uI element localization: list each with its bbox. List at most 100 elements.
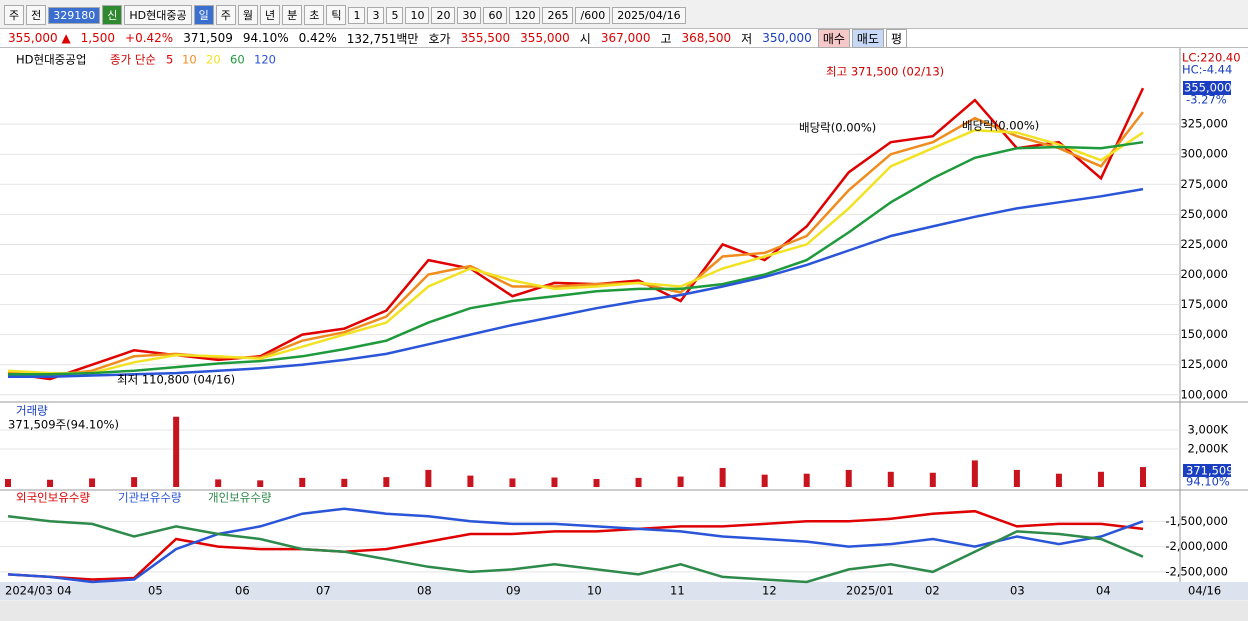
side-label: 355,000 — [1184, 81, 1232, 95]
y-tick-label: 2,000K — [1188, 442, 1229, 456]
legend-item: 기관보유수량 — [118, 491, 182, 505]
toolbar-button[interactable]: 주 — [4, 5, 25, 25]
legend-item: 60 — [230, 53, 245, 67]
toolbar-button[interactable]: 20 — [431, 6, 456, 24]
x-tick-label: 03 — [1010, 584, 1025, 598]
volume-bar — [257, 480, 264, 487]
quote-field: 132,751백만 — [346, 31, 419, 46]
scrollbar[interactable] — [0, 601, 1248, 621]
volume-bar — [467, 475, 474, 487]
x-tick-label: 12 — [762, 584, 777, 598]
quote-field[interactable]: 매수 — [817, 28, 850, 48]
volume-bar — [383, 477, 390, 487]
quote-field: 355,000 — [520, 31, 570, 45]
y-tick-label: 325,000 — [1180, 117, 1228, 131]
panel-subtitle: 371,509주(94.10%) — [8, 418, 119, 432]
x-tick-label: 10 — [587, 584, 602, 598]
quote-field: 고 — [660, 31, 672, 46]
legend-item: 외국인보유수량 — [16, 491, 90, 505]
volume-bar — [971, 460, 978, 487]
y-tick-label: 300,000 — [1180, 147, 1228, 161]
x-tick-label: 05 — [148, 584, 163, 598]
volume-bar — [719, 468, 726, 487]
legend-item: 5 — [166, 53, 173, 67]
series-line — [8, 187, 1144, 378]
quote-field: 368,500 — [681, 31, 732, 45]
legend-item: 120 — [254, 53, 276, 67]
volume-bar — [677, 476, 684, 487]
quote-field: 0.42% — [298, 31, 337, 45]
toolbar-button[interactable]: 30 — [457, 6, 482, 24]
y-tick-label: 250,000 — [1180, 207, 1228, 221]
toolbar-button[interactable]: 2025/04/16 — [612, 6, 686, 24]
volume-bar — [551, 477, 558, 487]
toolbar-button[interactable]: /600 — [575, 6, 611, 24]
toolbar-button[interactable]: 전 — [26, 5, 47, 25]
toolbar-button[interactable]: 1 — [348, 6, 366, 24]
annotation: 배당락(0.00%) — [962, 119, 1039, 133]
quote-field[interactable]: 매도 — [851, 28, 884, 48]
toolbar-button[interactable]: 분 — [282, 5, 303, 25]
y-tick-label: -1,500,000 — [1165, 514, 1228, 528]
toolbar-button[interactable]: 120 — [509, 6, 541, 24]
quote-field: +0.42% — [125, 31, 174, 45]
toolbar-button[interactable]: 월 — [237, 5, 258, 25]
x-tick-label: 06 — [235, 584, 250, 598]
y-tick-label: 275,000 — [1180, 177, 1228, 191]
toolbar-button[interactable]: 265 — [542, 6, 574, 24]
volume-bar — [761, 474, 768, 487]
volume-bar — [5, 479, 11, 487]
toolbar-button[interactable]: 일 — [193, 5, 214, 25]
x-tick-label: 2024/03 — [5, 584, 53, 598]
toolbar-button[interactable]: HD현대중공 — [124, 5, 192, 25]
toolbar-button[interactable]: 10 — [405, 6, 430, 24]
side-label: LC:220.40 — [1182, 51, 1241, 65]
quote-field: 355,500 — [460, 31, 511, 45]
side-label: 371,509 — [1186, 464, 1234, 478]
volume-bar — [635, 477, 642, 487]
toolbar: 주 전 329180 신 HD현대중공 일 주 월 년 분 초 틱 1 3 5 10 20 30 60 120 265/… — [0, 2, 1248, 28]
volume-bar — [1013, 469, 1020, 487]
toolbar-button[interactable]: 주 — [215, 5, 236, 25]
x-tick-label: 08 — [417, 584, 432, 598]
x-tick-label: 04/16 — [1188, 584, 1221, 598]
toolbar-button[interactable]: 틱 — [326, 5, 347, 25]
volume-bar — [803, 473, 810, 487]
series-line — [7, 515, 1144, 584]
toolbar-button[interactable]: 60 — [483, 6, 508, 24]
quote-field[interactable]: 평 — [886, 28, 908, 48]
toolbar-button[interactable]: 초 — [304, 5, 325, 25]
x-tick-label: 2025/01 — [846, 584, 894, 598]
toolbar-button[interactable]: 3 — [367, 6, 385, 24]
volume-bar — [299, 477, 306, 487]
volume-badge — [1183, 464, 1231, 477]
side-label: HC:-4.44 — [1182, 63, 1232, 77]
volume-bar — [131, 477, 138, 487]
legend-item: 개인보유수량 — [208, 491, 272, 505]
toolbar-button[interactable]: 5 — [386, 6, 404, 24]
toolbar-button[interactable]: 329180 — [48, 6, 101, 24]
volume-bar — [341, 478, 348, 487]
volume-bar — [929, 472, 936, 487]
y-tick-label: 100,000 — [1180, 387, 1228, 401]
series-line — [7, 507, 1144, 584]
quote-field: 94.10% — [242, 31, 289, 45]
panel-title: 거래량 — [16, 404, 48, 418]
quote-bar: 355,000 ▲ 1,500 +0.42% 371,509 94.10% 0.42% 13… — [0, 28, 1248, 48]
volume-bar — [509, 478, 516, 487]
toolbar-button[interactable]: 년 — [259, 5, 281, 25]
chart-area: 100,000 125,000 150,000 175,000 200,000 225,0… — [0, 48, 1248, 621]
y-tick-label: -2,000,000 — [1165, 539, 1228, 553]
price-badge — [1183, 81, 1231, 95]
toolbar-button[interactable]: 신 — [102, 5, 123, 25]
x-tick-label: 04 — [57, 584, 72, 598]
legend-prefix: 종가 단순 — [110, 53, 156, 67]
x-tick-label: 09 — [506, 584, 521, 598]
y-tick-label: 125,000 — [1180, 357, 1228, 371]
x-tick-label: 04 — [1096, 584, 1111, 598]
quote-field: 1,500 — [80, 31, 116, 45]
series-line — [7, 87, 1145, 381]
x-tick-label: 02 — [925, 584, 940, 598]
volume-bar — [1097, 471, 1104, 487]
